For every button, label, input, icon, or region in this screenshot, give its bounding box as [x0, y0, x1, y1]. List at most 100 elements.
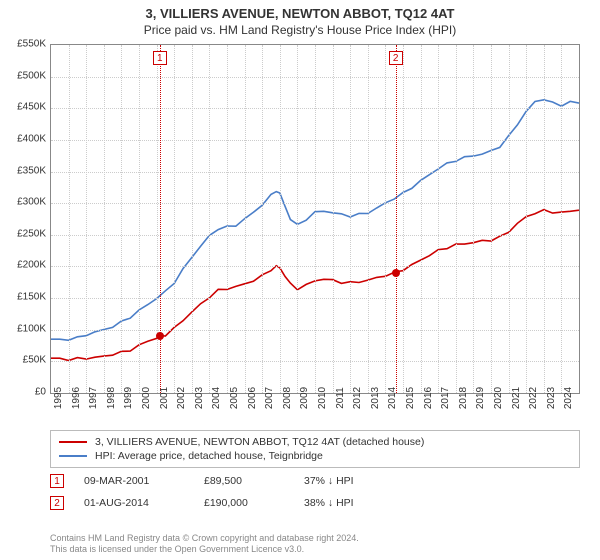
- xtick-label: 2022: [528, 387, 539, 409]
- gridline-v: [227, 45, 228, 393]
- sale-marker-line: [396, 45, 397, 393]
- gridline-v: [350, 45, 351, 393]
- xtick-label: 2002: [176, 387, 187, 409]
- xtick-label: 2006: [247, 387, 258, 409]
- ytick-label: £150K: [2, 292, 46, 303]
- ytick-label: £250K: [2, 228, 46, 239]
- gridline-v: [473, 45, 474, 393]
- xtick-label: 1996: [71, 387, 82, 409]
- sale-row-1: 1 09-MAR-2001 £89,500 37% ↓ HPI: [50, 474, 580, 488]
- xtick-label: 2007: [264, 387, 275, 409]
- xtick-label: 2014: [387, 387, 398, 409]
- gridline-v: [403, 45, 404, 393]
- xtick-label: 2018: [458, 387, 469, 409]
- sale-price: £190,000: [204, 497, 284, 509]
- gridline-v: [139, 45, 140, 393]
- ytick-label: £350K: [2, 165, 46, 176]
- xtick-label: 2024: [563, 387, 574, 409]
- xtick-label: 2021: [511, 387, 522, 409]
- xtick-label: 2016: [423, 387, 434, 409]
- sale-marker-line: [160, 45, 161, 393]
- gridline-v: [333, 45, 334, 393]
- legend-item-hpi: HPI: Average price, detached house, Teig…: [59, 449, 571, 463]
- chart-title: 3, VILLIERS AVENUE, NEWTON ABBOT, TQ12 4…: [0, 0, 600, 21]
- footer-line: This data is licensed under the Open Gov…: [50, 544, 359, 556]
- chart-subtitle: Price paid vs. HM Land Registry's House …: [0, 21, 600, 41]
- gridline-v: [104, 45, 105, 393]
- ytick-label: £200K: [2, 260, 46, 271]
- gridline-v: [297, 45, 298, 393]
- sale-marker-box: 2: [50, 496, 64, 510]
- sale-marker-box: 2: [389, 51, 403, 65]
- legend-swatch: [59, 455, 87, 457]
- sale-date: 01-AUG-2014: [84, 497, 184, 509]
- sale-delta: 37% ↓ HPI: [304, 475, 354, 487]
- xtick-label: 2001: [159, 387, 170, 409]
- gridline-v: [174, 45, 175, 393]
- gridline-v: [245, 45, 246, 393]
- gridline-v: [385, 45, 386, 393]
- xtick-label: 2015: [405, 387, 416, 409]
- gridline-v: [544, 45, 545, 393]
- gridline-v: [421, 45, 422, 393]
- gridline-v: [315, 45, 316, 393]
- gridline-v: [192, 45, 193, 393]
- xtick-label: 1998: [106, 387, 117, 409]
- gridline-v: [509, 45, 510, 393]
- xtick-label: 2020: [493, 387, 504, 409]
- xtick-label: 2012: [352, 387, 363, 409]
- sale-date: 09-MAR-2001: [84, 475, 184, 487]
- ytick-label: £100K: [2, 323, 46, 334]
- xtick-label: 1997: [88, 387, 99, 409]
- gridline-v: [491, 45, 492, 393]
- gridline-v: [438, 45, 439, 393]
- chart-container: 3, VILLIERS AVENUE, NEWTON ABBOT, TQ12 4…: [0, 0, 600, 560]
- legend-box: 3, VILLIERS AVENUE, NEWTON ABBOT, TQ12 4…: [50, 430, 580, 468]
- xtick-label: 1995: [53, 387, 64, 409]
- ytick-label: £300K: [2, 197, 46, 208]
- gridline-v: [280, 45, 281, 393]
- legend-swatch: [59, 441, 87, 443]
- ytick-label: £0: [2, 387, 46, 398]
- xtick-label: 2023: [546, 387, 557, 409]
- xtick-label: 2019: [475, 387, 486, 409]
- xtick-label: 2008: [282, 387, 293, 409]
- xtick-label: 2010: [317, 387, 328, 409]
- sale-row-2: 2 01-AUG-2014 £190,000 38% ↓ HPI: [50, 496, 580, 510]
- legend-label: 3, VILLIERS AVENUE, NEWTON ABBOT, TQ12 4…: [95, 436, 424, 448]
- gridline-v: [86, 45, 87, 393]
- ytick-label: £50K: [2, 355, 46, 366]
- plot-area: 12: [50, 44, 580, 394]
- gridline-v: [368, 45, 369, 393]
- gridline-v: [561, 45, 562, 393]
- xtick-label: 2004: [211, 387, 222, 409]
- sale-marker-dot: [392, 269, 400, 277]
- legend-label: HPI: Average price, detached house, Teig…: [95, 450, 323, 462]
- ytick-label: £550K: [2, 39, 46, 50]
- ytick-label: £400K: [2, 133, 46, 144]
- xtick-label: 2013: [370, 387, 381, 409]
- sale-marker-box: 1: [50, 474, 64, 488]
- xtick-label: 2011: [335, 387, 346, 409]
- gridline-v: [209, 45, 210, 393]
- sale-price: £89,500: [204, 475, 284, 487]
- ytick-label: £450K: [2, 102, 46, 113]
- footer-attribution: Contains HM Land Registry data © Crown c…: [50, 533, 359, 556]
- xtick-label: 2000: [141, 387, 152, 409]
- gridline-v: [121, 45, 122, 393]
- gridline-v: [526, 45, 527, 393]
- sale-marker-dot: [156, 332, 164, 340]
- gridline-v: [157, 45, 158, 393]
- sale-delta: 38% ↓ HPI: [304, 497, 354, 509]
- xtick-label: 2005: [229, 387, 240, 409]
- ytick-label: £500K: [2, 70, 46, 81]
- xtick-label: 2003: [194, 387, 205, 409]
- xtick-label: 1999: [123, 387, 134, 409]
- sale-marker-box: 1: [153, 51, 167, 65]
- gridline-v: [69, 45, 70, 393]
- xtick-label: 2017: [440, 387, 451, 409]
- gridline-v: [262, 45, 263, 393]
- xtick-label: 2009: [299, 387, 310, 409]
- gridline-v: [456, 45, 457, 393]
- footer-line: Contains HM Land Registry data © Crown c…: [50, 533, 359, 545]
